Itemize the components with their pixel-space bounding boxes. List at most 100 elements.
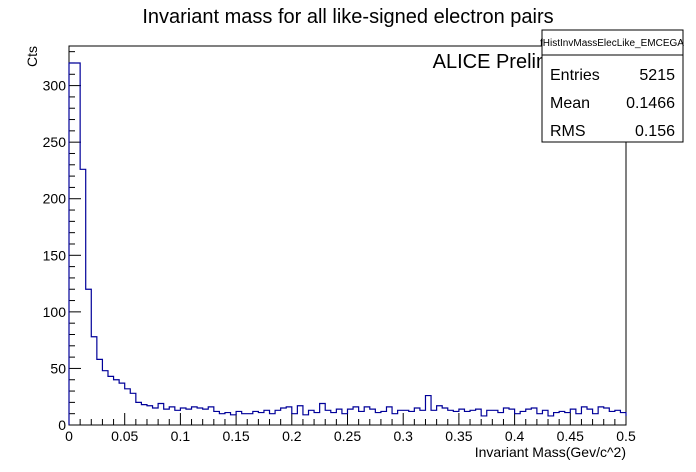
histogram-bin	[203, 409, 209, 425]
histogram-bin	[542, 410, 548, 425]
histogram-bin	[91, 337, 97, 425]
histogram-bin	[309, 410, 315, 425]
histogram-bin	[197, 408, 203, 425]
stats-mean-value: 0.1466	[626, 95, 675, 112]
histogram-bin	[108, 376, 114, 425]
histogram-bin	[487, 410, 493, 425]
histogram-bin	[336, 409, 342, 425]
y-tick-label: 0	[58, 417, 66, 433]
histogram-bin	[320, 404, 326, 425]
x-tick-label: 0.15	[222, 428, 249, 444]
histogram-bin	[75, 63, 81, 425]
x-tick-label: 0.35	[445, 428, 472, 444]
histogram-bin	[526, 409, 532, 425]
y-tick-label: 300	[43, 78, 67, 94]
stats-box: fHistInvMassElecLike_EMCEGA Entries 5215…	[540, 29, 684, 143]
histogram-bin	[403, 410, 409, 425]
histogram-bin	[242, 414, 248, 425]
histogram-bin	[192, 407, 198, 425]
histogram-bin	[587, 409, 593, 425]
histogram-bin	[470, 410, 476, 425]
histogram-bin	[102, 371, 108, 425]
histogram-bin	[615, 410, 621, 425]
histogram-bin	[481, 416, 487, 425]
x-tick-label: 0.4	[505, 428, 525, 444]
histogram-bin	[281, 408, 287, 425]
histogram-bin	[175, 410, 181, 425]
histogram-bin	[386, 407, 392, 425]
histogram-bin	[253, 411, 259, 425]
x-tick-label: 0.05	[111, 428, 138, 444]
x-tick-label: 0.2	[282, 428, 302, 444]
histogram-bin	[169, 407, 175, 425]
histogram-bin	[214, 411, 220, 425]
y-tick-label: 50	[50, 360, 66, 376]
histogram-bin	[264, 410, 270, 425]
histogram-bin	[459, 409, 465, 425]
y-axis-ticks: 0 50 100 150 200 250 300	[43, 51, 81, 433]
stats-box-name: fHistInvMassElecLike_EMCEGA	[540, 38, 684, 49]
histogram-bin	[414, 408, 420, 425]
histogram-bin	[125, 389, 131, 425]
histogram-bin	[331, 413, 337, 425]
histogram-bin	[231, 415, 237, 425]
histogram-bin	[593, 414, 599, 425]
histogram-bin	[598, 407, 604, 425]
histogram-bin	[164, 409, 170, 425]
histogram-bin	[548, 416, 554, 425]
histogram-bin	[381, 411, 387, 425]
histogram-bin	[576, 414, 582, 425]
histogram-bin	[370, 409, 376, 425]
histogram-bin	[492, 410, 498, 425]
histogram-bin	[620, 413, 626, 425]
histogram-bin	[325, 410, 331, 425]
histogram-bin	[554, 413, 560, 425]
stats-mean-label: Mean	[550, 95, 590, 112]
histogram-bin	[559, 411, 565, 425]
x-tick-label: 0.3	[393, 428, 413, 444]
x-tick-label: 0	[65, 428, 73, 444]
histogram-bin	[114, 380, 120, 425]
histogram-bin	[86, 289, 92, 425]
histogram-bin	[303, 415, 309, 425]
histogram-bin	[130, 393, 136, 425]
histogram-bin	[537, 414, 543, 425]
histogram-bin	[158, 404, 164, 425]
stats-entries-label: Entries	[550, 67, 600, 84]
stats-box-frame	[541, 29, 684, 143]
histogram-bin	[531, 408, 537, 425]
histogram-bin	[364, 407, 370, 425]
histogram-bin	[503, 408, 509, 425]
histogram-bin	[409, 411, 415, 425]
x-tick-label: 0.45	[557, 428, 584, 444]
histogram-bin	[275, 410, 281, 425]
histogram-bin	[604, 408, 610, 425]
histogram-bin	[375, 413, 381, 425]
histogram-bin	[247, 414, 253, 425]
histogram-bin	[225, 413, 231, 425]
histogram-bin	[398, 410, 404, 425]
x-axis-label: Invariant Mass(Gev/c^2)	[475, 444, 626, 460]
histogram-bin	[270, 414, 276, 425]
histogram-bin	[581, 407, 587, 425]
histogram-bin	[570, 409, 576, 425]
histogram-bin	[498, 413, 504, 425]
histogram-bin	[359, 411, 365, 425]
y-tick-label: 150	[43, 247, 67, 263]
histogram-bin	[392, 414, 398, 425]
histogram-bin	[180, 408, 186, 425]
histogram-bin	[520, 411, 526, 425]
histogram-bin	[353, 407, 359, 425]
y-tick-label: 100	[43, 304, 67, 320]
histogram-bin	[153, 408, 159, 425]
histogram-bin	[437, 406, 443, 425]
histogram-bin	[186, 409, 192, 425]
histogram-bin	[136, 402, 142, 425]
histogram-bin	[464, 411, 470, 425]
x-axis-ticks: 0 0.05 0.1 0.15 0.2 0.25 0.3 0.35 0.4 0.45 0.5	[65, 413, 636, 444]
histogram-bin	[348, 409, 354, 425]
histogram-bin	[314, 413, 320, 425]
stats-rms-label: RMS	[550, 123, 586, 140]
histogram-bin	[431, 410, 437, 425]
